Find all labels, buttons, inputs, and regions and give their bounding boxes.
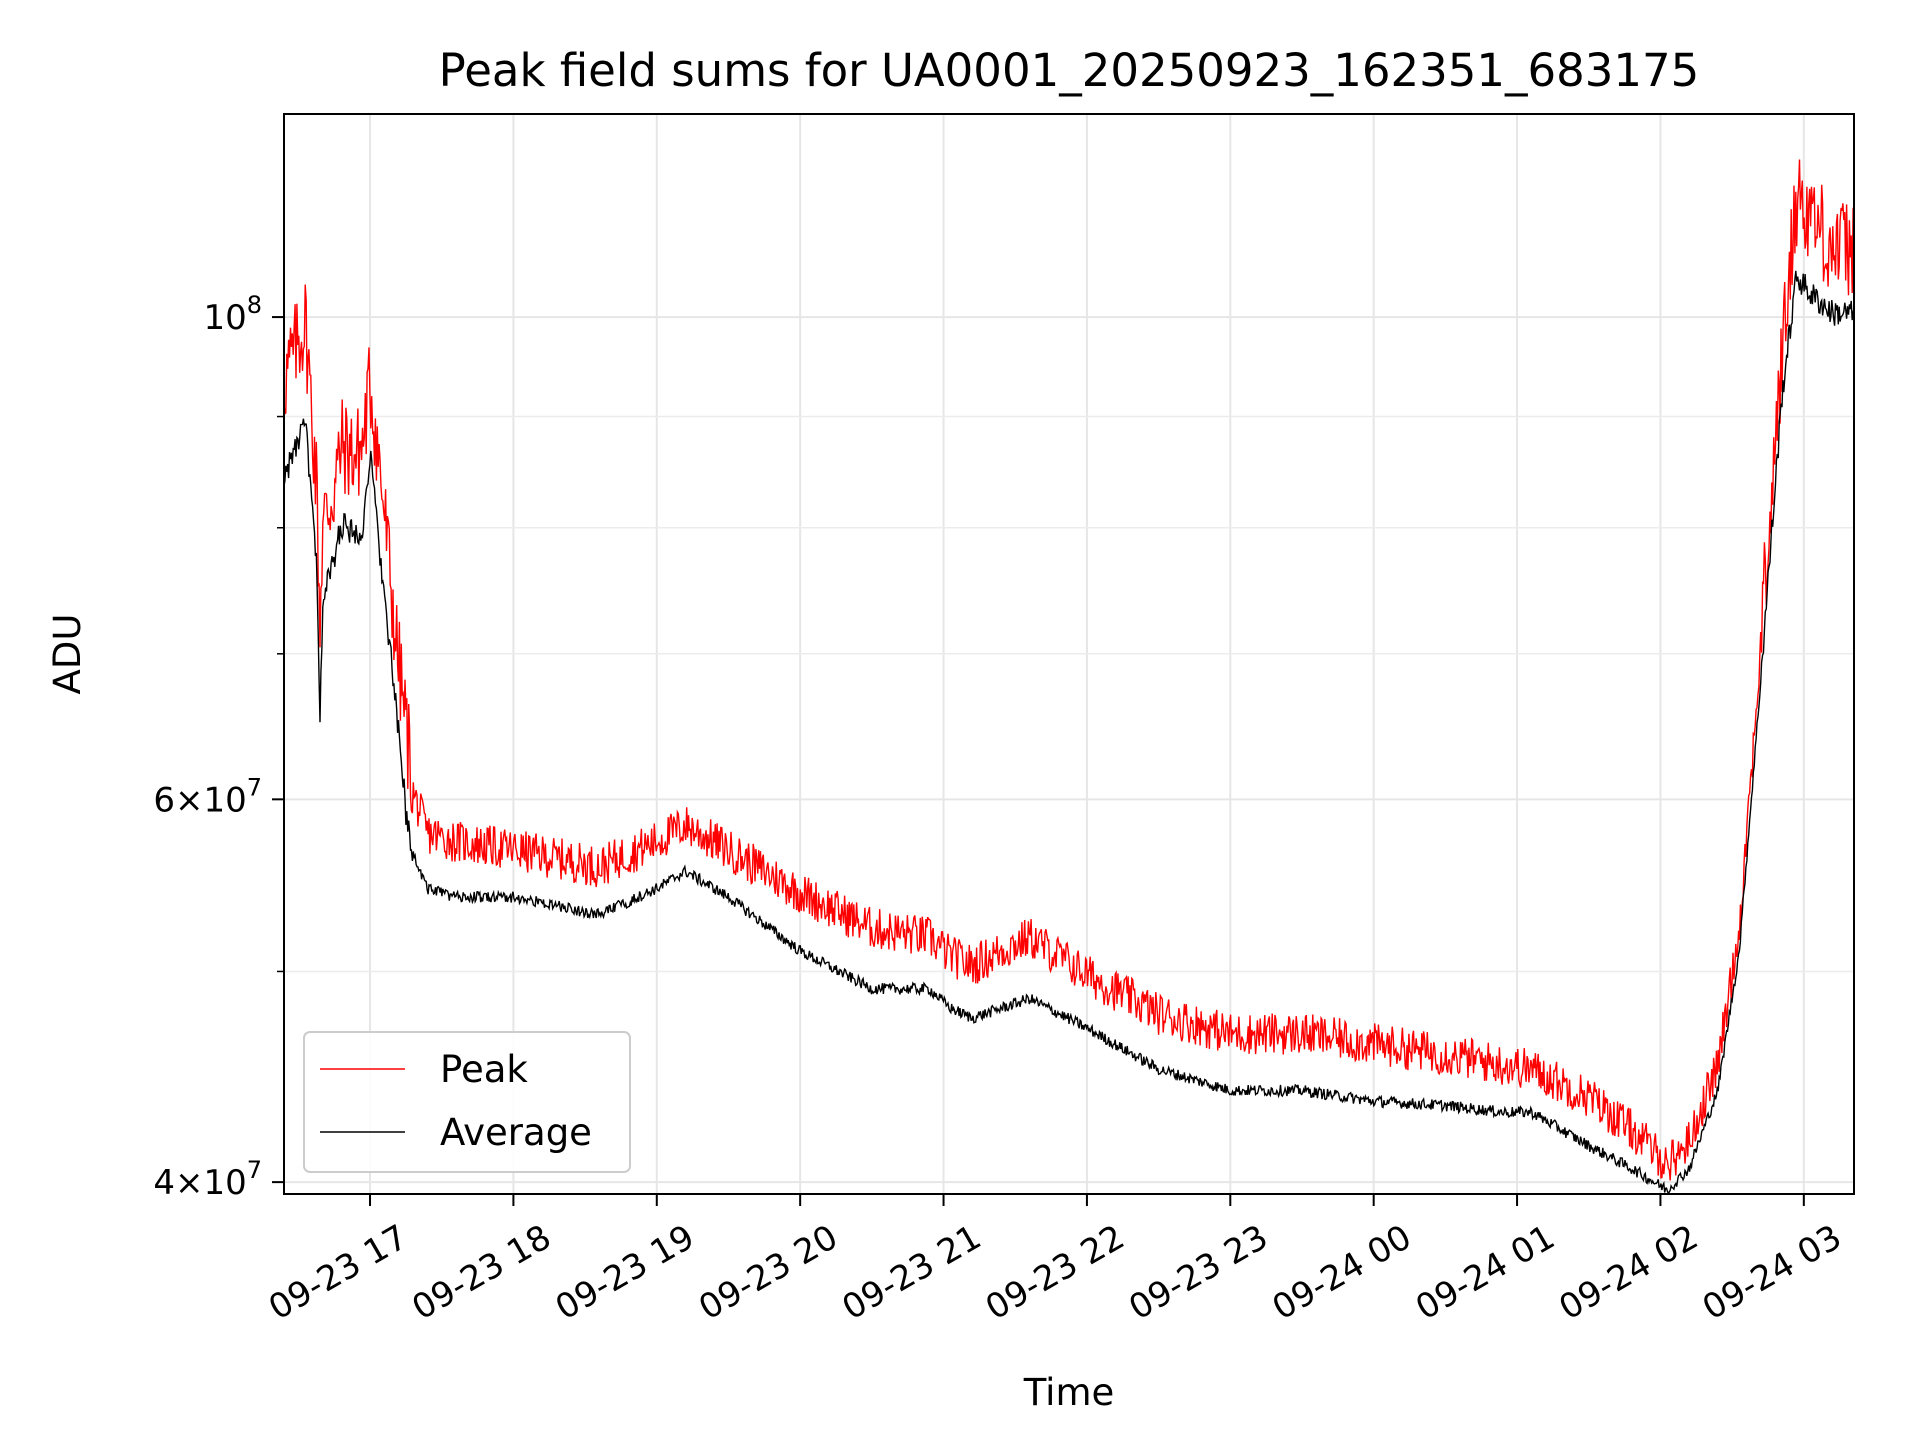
chart-title: Peak field sums for UA0001_20250923_1623…	[439, 44, 1700, 97]
series-line-peak	[283, 159, 1855, 1181]
x-tick-label: 09-24 00	[1266, 1217, 1418, 1328]
y-tick-exponent: 7	[247, 1156, 262, 1184]
x-axis-label: Time	[1023, 1371, 1115, 1414]
y-tick-exponent: 7	[247, 773, 262, 801]
x-tick-label: 09-24 03	[1696, 1217, 1848, 1328]
series-layer	[283, 159, 1855, 1196]
x-tick-label: 09-23 17	[262, 1217, 414, 1328]
series-line-average	[283, 270, 1855, 1196]
x-tick-label: 09-23 22	[979, 1217, 1131, 1328]
legend-peak-label: Peak	[440, 1048, 528, 1091]
y-tick-base: 4×10	[153, 1163, 246, 1203]
y-tick-exponent: 8	[247, 291, 262, 319]
x-tick-label: 09-24 01	[1409, 1217, 1561, 1328]
legend: Peak Average	[303, 1031, 631, 1173]
legend-box	[303, 1031, 631, 1173]
grid	[284, 114, 1854, 1194]
x-tick-label: 09-23 20	[692, 1217, 844, 1328]
y-tick-label: 108	[203, 291, 262, 338]
x-tick-label: 09-23 23	[1122, 1217, 1274, 1328]
x-tick-label: 09-23 19	[549, 1217, 701, 1328]
y-tick-base: 6×10	[153, 780, 246, 820]
y-tick-label: 4×107	[153, 1156, 262, 1203]
x-tick-label: 09-23 18	[406, 1217, 558, 1328]
y-tick-label: 6×107	[153, 773, 262, 820]
x-tick-label: 09-24 02	[1553, 1217, 1705, 1328]
x-tick-label: 09-23 21	[836, 1217, 988, 1328]
y-tick-base: 10	[203, 298, 246, 338]
y-axis-label: ADU	[46, 614, 89, 695]
legend-average-label: Average	[440, 1111, 592, 1154]
